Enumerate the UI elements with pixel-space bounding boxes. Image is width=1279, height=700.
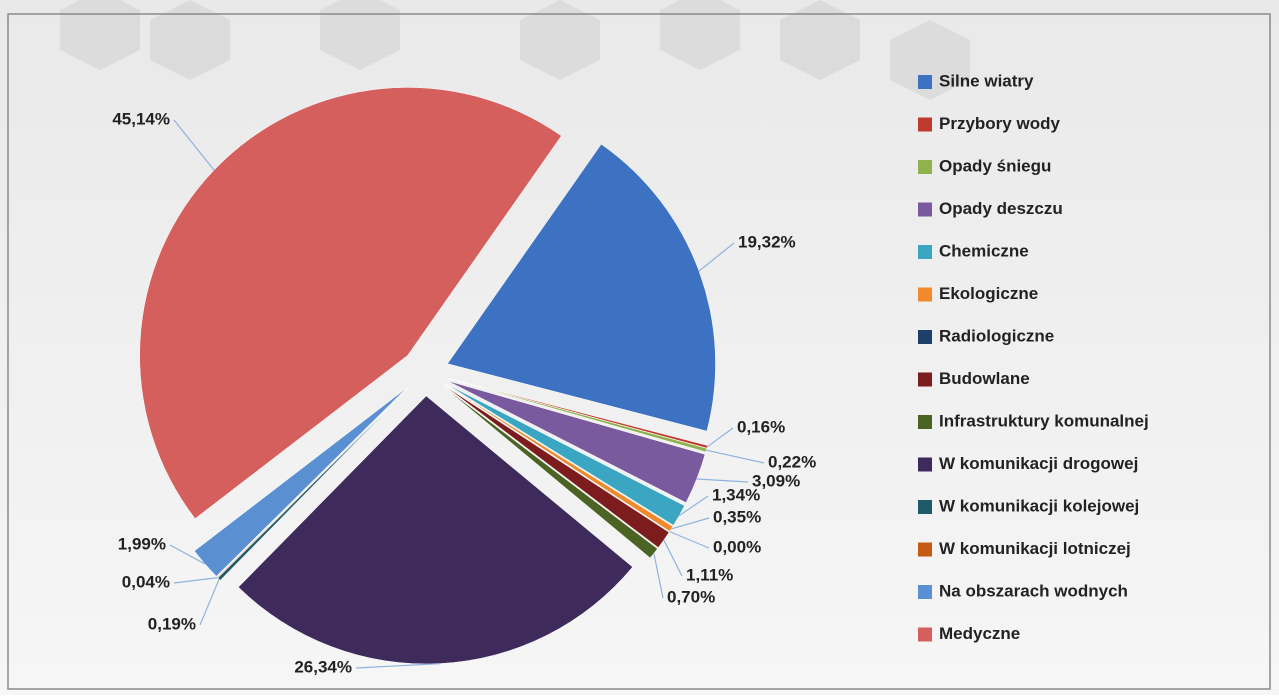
legend-label: W komunikacji drogowej — [939, 454, 1138, 473]
legend-label: Opady śniegu — [939, 156, 1051, 175]
data-label: 3,09% — [752, 471, 800, 490]
legend-swatch — [918, 627, 932, 642]
leader-line — [663, 539, 683, 577]
pie-slice — [448, 377, 708, 449]
legend-label: Radiologiczne — [939, 326, 1054, 345]
legend-label: Chemiczne — [939, 241, 1029, 260]
legend-swatch — [918, 585, 932, 599]
leader-line — [653, 553, 664, 599]
leader-line — [706, 449, 765, 464]
legend-label: Ekologiczne — [939, 284, 1038, 303]
hex-decoration — [60, 0, 970, 100]
data-label: 1,34% — [712, 485, 760, 504]
legend-label: W komunikacji lotniczej — [939, 539, 1131, 558]
leader-line — [696, 478, 749, 483]
data-label: 26,34% — [294, 657, 352, 676]
data-label: 0,04% — [122, 572, 170, 591]
legend-swatch — [918, 372, 932, 387]
leader-line — [173, 119, 215, 171]
pie-slice — [444, 384, 670, 532]
legend-swatch — [918, 415, 932, 429]
pie-slice — [447, 143, 716, 432]
legend-swatch — [918, 202, 932, 217]
data-label: 0,22% — [768, 452, 816, 471]
leader-line — [173, 577, 218, 584]
leader-line — [169, 544, 206, 565]
legend-swatch — [918, 457, 932, 472]
data-label: 45,14% — [112, 109, 170, 128]
legend-label: Silne wiatry — [939, 71, 1034, 90]
legend-label: Przybory wody — [939, 114, 1060, 133]
leader-line — [698, 242, 735, 272]
leader-line — [671, 517, 710, 530]
leader-line — [355, 663, 440, 669]
legend-label: Budowlane — [939, 369, 1030, 388]
legend-swatch — [918, 287, 932, 302]
data-label: 0,70% — [667, 587, 715, 606]
plot-frame — [7, 13, 1271, 690]
data-label: 0,16% — [737, 417, 785, 436]
leader-line — [199, 578, 220, 626]
legend-label: Medyczne — [939, 624, 1020, 643]
legend-swatch — [918, 117, 932, 132]
data-label: 0,19% — [148, 614, 196, 633]
legend-label: Infrastruktury komunalnej — [939, 411, 1149, 430]
legend-label: W komunikacji kolejowej — [939, 496, 1139, 515]
leader-line — [706, 427, 734, 448]
legend-swatch — [918, 330, 932, 344]
legend-swatch — [918, 160, 932, 174]
data-label: 1,99% — [118, 534, 166, 553]
pie-slice — [238, 395, 633, 665]
data-label: 1,11% — [686, 565, 733, 584]
legend-swatch — [918, 245, 932, 259]
legend-swatch — [918, 75, 932, 89]
leader-line — [669, 531, 710, 549]
legend-swatch — [918, 542, 932, 557]
data-label: 0,00% — [713, 537, 761, 556]
legend-label: Opady deszczu — [939, 199, 1063, 218]
data-label: 0,35% — [713, 507, 761, 526]
legend-label: Na obszarach wodnych — [939, 581, 1128, 600]
legend-swatch — [918, 500, 932, 514]
leader-line — [678, 495, 709, 517]
data-label: 19,32% — [738, 232, 796, 251]
